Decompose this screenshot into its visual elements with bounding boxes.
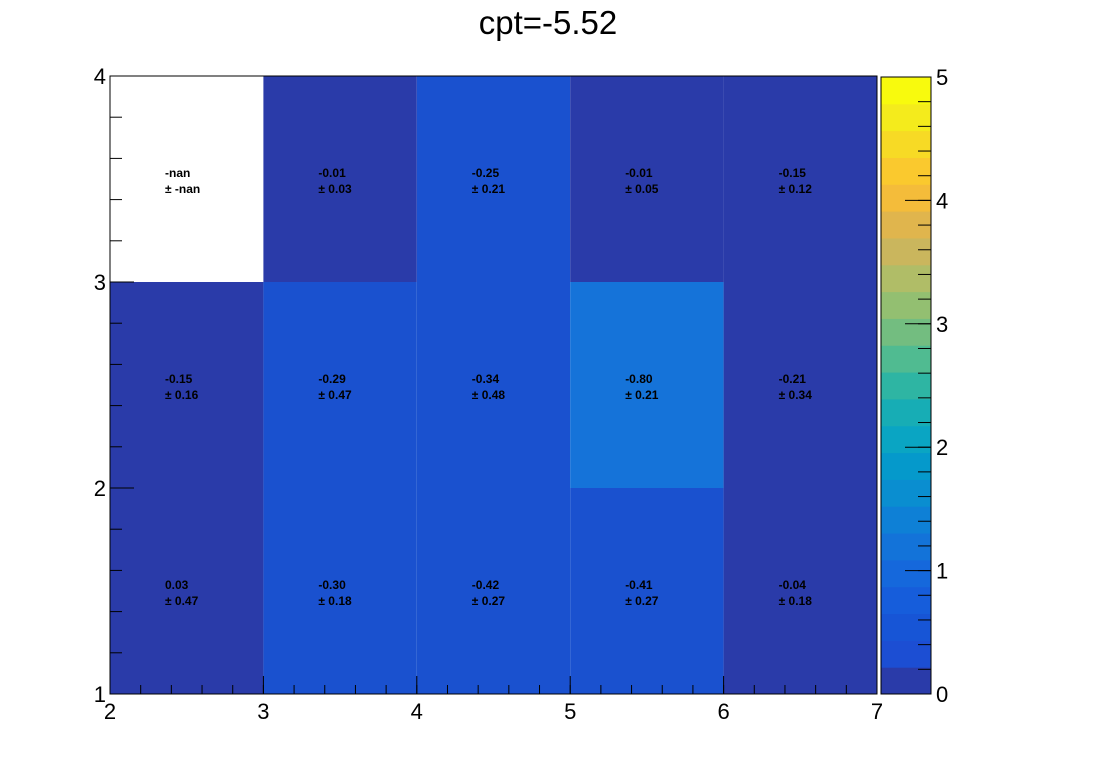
color-scale-step [881,318,931,346]
color-scale-step [881,237,931,266]
z-tick-label: 2 [936,435,948,460]
cell-value-label: -0.41 [625,578,653,592]
cell-error-label: ± 0.47 [318,388,352,402]
color-scale: 0 1 2 3 4 5 [880,65,948,707]
color-scale-step [881,425,931,454]
color-scale-step [881,345,931,373]
cell-value-label: -0.04 [779,578,807,592]
y-tick-label: 3 [94,270,106,295]
z-tick-label: 4 [936,188,948,213]
color-scale-step [881,372,931,400]
x-tick-label: 4 [411,699,423,724]
color-scale-step [881,613,931,641]
heatmap-cell [416,76,571,282]
color-scale-step [881,452,931,480]
cell-error-label: ± 0.03 [318,182,352,196]
cell-value-label: -0.29 [318,372,346,386]
cell-error-label: ± 0.21 [472,182,506,196]
heatmap-cells [110,76,877,694]
cell-value-label: -0.30 [318,578,346,592]
cell-error-label: ± 0.47 [165,594,199,608]
color-scale-step [881,559,931,588]
cell-error-label: ± -nan [165,182,200,196]
z-tick-label: 0 [936,682,948,707]
heatmap-cell [570,76,724,282]
cell-error-label: ± 0.18 [318,594,352,608]
heatmap-cell [723,282,877,488]
cell-error-label: ± 0.21 [625,388,659,402]
color-scale-step [881,533,931,561]
color-scale-step [881,586,931,615]
heatmap-cell [263,282,417,488]
heatmap-cell [110,76,264,282]
heatmap-cell [263,488,417,694]
heatmap-cell [723,488,877,694]
z-tick-label: 3 [936,312,948,337]
heatmap-cell [416,488,571,694]
heatmap-cell [110,488,264,694]
cell-value-label: 0.03 [165,578,189,592]
cell-value-label: -0.15 [165,372,193,386]
x-tick-label: 2 [104,699,116,724]
cell-value-label: -0.01 [625,166,653,180]
z-tick-label: 1 [936,559,948,584]
color-scale-step [881,77,931,105]
plot-frame [109,75,878,695]
x-tick-label: 6 [717,699,729,724]
y-tick-label: 1 [94,682,106,707]
cell-error-label: ± 0.18 [779,594,813,608]
cell-error-label: ± 0.16 [165,388,199,402]
color-scale-step [881,103,931,132]
color-scale-step [881,667,931,695]
chart-title: cpt=-5.52 [478,4,618,41]
y-tick-label: 2 [94,476,106,501]
color-scale-step [881,291,931,319]
cell-value-label: -nan [165,166,190,180]
color-scale-step [881,184,931,212]
heatmap-cell [110,282,264,488]
x-tick-label: 3 [257,699,269,724]
cell-value-label: -0.80 [625,372,653,386]
cell-value-label: -0.42 [472,578,500,592]
heatmap-cell [416,282,571,488]
color-scale-step [881,398,931,427]
cell-error-label: ± 0.05 [625,182,659,196]
cell-error-label: ± 0.12 [779,182,813,196]
cell-value-label: -0.01 [318,166,346,180]
color-scale-step [881,264,931,293]
heatmap-cell [263,76,417,282]
z-tick-label: 5 [936,65,948,90]
cell-value-label: -0.34 [472,372,500,386]
color-scale-step [881,479,931,507]
cell-labels: 0.03 ± 0.47 -0.30 ± 0.18 -0.42 ± 0.27 -0.41 ± 0… [165,166,812,608]
heatmap-cell [570,282,724,488]
color-scale-step [881,506,931,534]
heatmap-cell [723,76,877,282]
cell-error-label: ± 0.48 [472,388,506,402]
heatmap-cell [570,488,724,694]
color-scale-step [881,157,931,185]
x-tick-label: 7 [871,699,883,724]
x-tick-label: 5 [564,699,576,724]
cell-value-label: -0.25 [472,166,500,180]
cell-error-label: ± 0.27 [472,594,506,608]
cell-value-label: -0.15 [779,166,807,180]
color-scale-step [881,130,931,158]
cell-value-label: -0.21 [779,372,807,386]
y-tick-label: 4 [94,64,106,89]
cell-error-label: ± 0.27 [625,594,659,608]
cell-error-label: ± 0.34 [779,388,813,402]
